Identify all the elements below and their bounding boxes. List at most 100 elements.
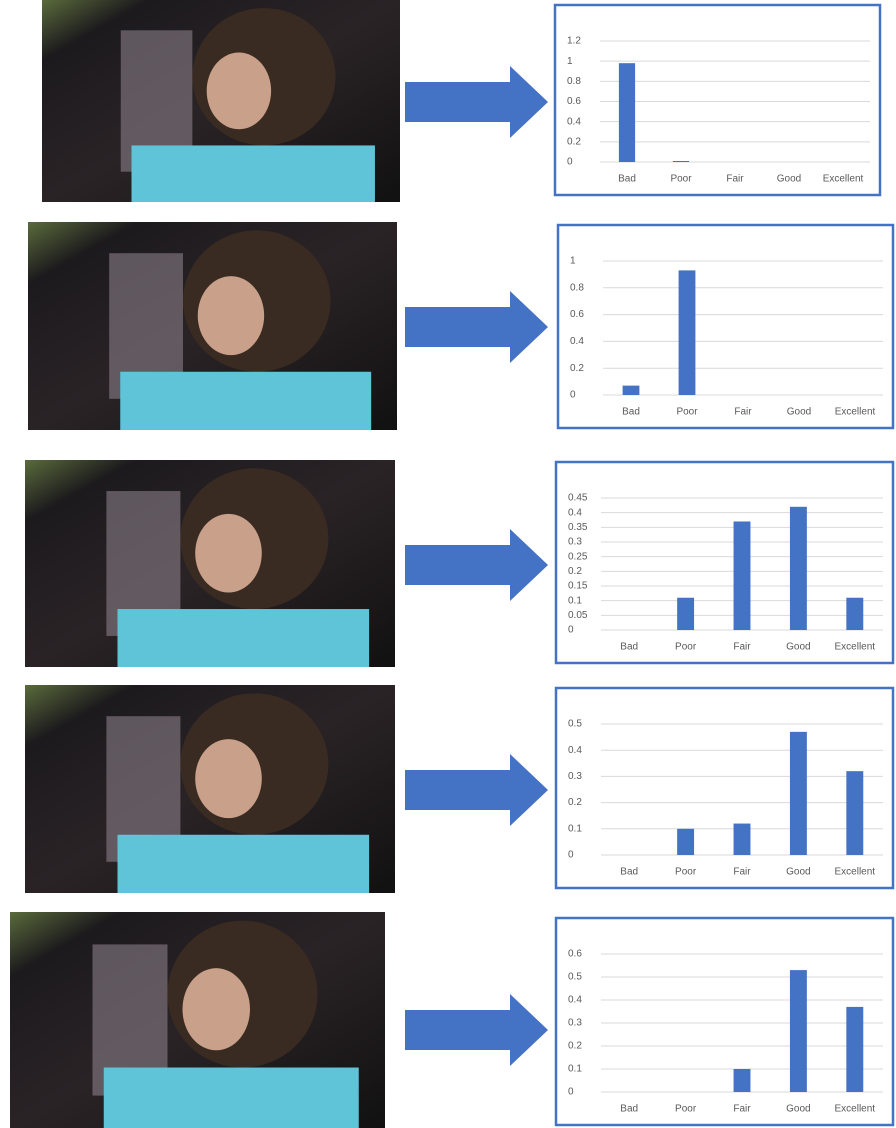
photo [28,222,397,430]
y-tick-label: 0.8 [570,282,584,293]
y-tick-label: 0.6 [570,309,584,320]
jacket [120,372,371,430]
y-tick-label: 0.25 [568,551,588,562]
jacket [118,835,370,893]
x-tick-label: Poor [675,1104,697,1115]
face [195,514,262,593]
bar [846,771,863,855]
y-tick-label: 0.2 [570,363,584,374]
x-tick-label: Bad [622,407,640,418]
arrow [405,994,548,1066]
y-tick-label: 1.2 [567,36,581,47]
y-tick-label: 0 [568,850,574,861]
photo [42,0,400,202]
x-tick-label: Excellent [823,174,864,185]
chart-frame [556,918,893,1125]
y-tick-label: 0.4 [568,507,582,518]
x-tick-label: Good [777,174,801,185]
figure: 0 0.2 0.4 0.6 0.8 1 1.2 Bad Poor Fair Good Excellen… [0,0,896,1128]
bar [734,521,751,630]
bar [790,507,807,630]
y-tick-label: 0.1 [568,1064,582,1075]
y-tick-label: 0.1 [568,823,582,834]
chart-frame [555,5,880,195]
bar [790,970,807,1092]
x-tick-label: Fair [733,867,751,878]
bar [846,598,863,630]
chart-frame [558,225,893,428]
y-tick-label: 0.35 [568,522,588,533]
x-tick-label: Bad [620,642,638,653]
x-tick-label: Excellent [835,407,876,418]
jacket [118,609,370,667]
jacket [104,1068,359,1128]
y-tick-label: 0.4 [567,116,581,127]
bar [677,598,694,630]
y-tick-label: 0 [570,390,576,401]
x-tick-label: Good [786,642,810,653]
x-tick-label: Bad [618,174,636,185]
face [207,53,271,130]
y-tick-label: 0.2 [568,1041,582,1052]
photo [25,460,395,667]
x-tick-label: Bad [620,1104,638,1115]
chart-frame [556,462,893,663]
bar [679,270,696,395]
jacket [132,145,375,202]
y-tick-label: 0.6 [568,949,582,960]
photo [10,912,385,1128]
page: {"chart_data": [ {"type": "bar", "catego… [0,0,896,1128]
y-tick-label: 0.2 [568,797,582,808]
x-tick-label: Excellent [835,1104,876,1115]
x-tick-label: Poor [676,407,698,418]
x-tick-label: Excellent [835,867,876,878]
x-tick-label: Good [786,867,810,878]
y-tick-label: 0.2 [568,566,582,577]
y-tick-label: 0.4 [568,745,582,756]
bar [673,161,689,162]
x-tick-label: Poor [670,174,692,185]
bar [734,1069,751,1092]
bar [734,824,751,855]
photo [25,685,395,893]
y-tick-label: 0 [568,1087,574,1098]
bar [677,829,694,855]
arrow [405,291,548,363]
y-tick-label: 1 [570,256,576,267]
y-tick-label: 0.3 [568,771,582,782]
bar [790,732,807,855]
y-tick-label: 0.5 [568,972,582,983]
x-tick-label: Fair [734,407,752,418]
chart-frame [556,688,893,888]
y-tick-label: 0.6 [567,96,581,107]
x-tick-label: Fair [733,1104,751,1115]
y-tick-label: 0.45 [568,493,588,504]
y-tick-label: 1 [567,56,573,67]
y-tick-label: 0 [567,157,573,168]
y-tick-label: 0.2 [567,136,581,147]
y-tick-label: 0.3 [568,1018,582,1029]
y-tick-label: 0.8 [567,76,581,87]
y-tick-label: 0.3 [568,537,582,548]
x-tick-label: Poor [675,867,697,878]
x-tick-label: Poor [675,642,697,653]
y-tick-label: 0.5 [568,719,582,730]
x-tick-label: Fair [733,642,751,653]
x-tick-label: Excellent [835,642,876,653]
y-tick-label: 0.4 [570,336,584,347]
arrow [405,754,548,826]
y-tick-label: 0.1 [568,595,582,606]
face [198,276,264,355]
y-tick-label: 0 [568,625,574,636]
face [183,968,251,1050]
bar [619,63,635,162]
x-tick-label: Good [787,407,811,418]
y-tick-label: 0.05 [568,610,588,621]
arrow [405,66,548,138]
bar [623,386,640,395]
arrow [405,529,548,601]
face [195,739,262,818]
y-tick-label: 0.4 [568,995,582,1006]
x-tick-label: Good [786,1104,810,1115]
x-tick-label: Bad [620,867,638,878]
